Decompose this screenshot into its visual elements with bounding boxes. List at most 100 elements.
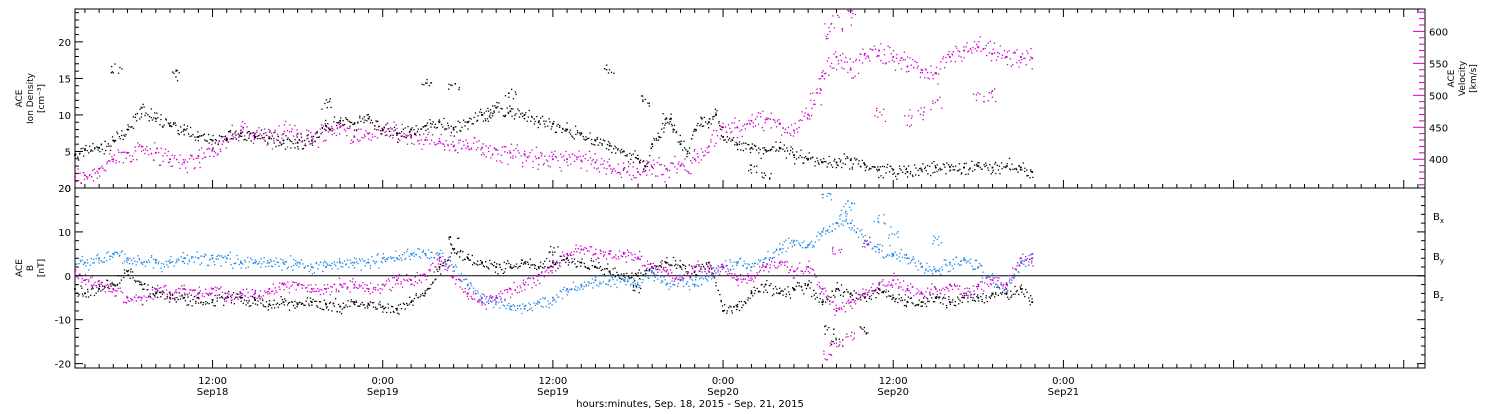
density-series-dot [492,113,493,114]
density-series-dot [133,128,134,129]
velocity-series-dot [884,49,885,50]
field-series-bx-dot [785,296,786,297]
field-series-bx-dot [440,264,441,265]
velocity-series-dot [100,167,101,168]
velocity-series-dot [547,161,548,162]
field-series-bx-dot [523,264,524,265]
velocity-series-dot [160,165,161,166]
velocity-series-dot [821,72,822,73]
field-series-bz-dot [427,276,428,277]
velocity-series-dot [1021,59,1022,60]
density-series-dot [594,144,595,145]
field-series-by-dot [160,268,161,269]
velocity-series-point [609,165,611,167]
density-series-dot [836,167,837,168]
field-series-bz-dot [624,252,625,253]
field-series-by-dot [895,251,896,252]
field-series-bz-dot [287,281,288,282]
field-series-bx-dot [659,265,660,266]
density-series-dot [564,130,565,131]
velocity-series-dot [150,148,151,149]
density-series-dot [958,170,959,171]
field-series-by-dot [729,259,730,260]
field-series-by-dot [546,306,547,307]
field-series-bz-dot [187,294,188,295]
velocity-series-dot [287,146,288,147]
field-series-bz-dot [247,297,248,298]
field-series-by-dot [192,256,193,257]
velocity-series-dot [220,151,221,152]
density-series-dot [927,165,928,166]
field-series-bx-dot [594,265,595,266]
density-series-dot [82,148,83,149]
density-series-dot [972,170,973,171]
density-series-dot [611,152,612,153]
velocity-series-dot [734,122,735,123]
field-series-bx-dot [847,291,848,292]
field-series-bx-dot [946,307,947,308]
density-series-dot [925,170,926,171]
field-series-by-dot [875,246,876,247]
velocity-series-dot [169,161,170,162]
field-series-by-dot [295,260,296,261]
velocity-series-dot [587,160,588,161]
field-series-by-dot [446,264,447,265]
density-series-dot [682,149,683,150]
field-series-bz-dot [407,281,408,282]
density-series-dot [615,147,616,148]
field-series-by-dot [142,264,143,265]
field-series-by-dot [806,247,807,248]
velocity-series-dot [874,46,875,47]
field-series-by-dot [387,259,388,260]
field-series-bz-point [595,253,597,255]
field-series-bz-dot [462,289,463,290]
field-series-bz-dot [263,295,264,296]
field-series-bz-point [481,301,483,303]
field-series-bz-dot [575,245,576,246]
field-series-bz-dot [248,292,249,293]
density-series-dot [531,116,532,117]
velocity-series-dot [817,92,818,93]
density-series-dot [285,135,286,136]
density-series-dot [261,129,262,130]
velocity-series-point [637,171,639,173]
field-series-bx-dot [277,303,278,304]
field-series-bz-dot [272,291,273,292]
field-series-bx-dot [1010,291,1011,292]
field-series-bz-dot [622,256,623,257]
field-series-bz-point [864,292,866,294]
field-series-bx-dot [1030,295,1031,296]
field-series-by-dot [312,273,313,274]
field-series-bz-dot [456,279,457,280]
density-series-dot [780,142,781,143]
field-series-bx-dot [510,264,511,265]
field-series-bx-dot [420,294,421,295]
field-series-bx-dot [195,301,196,302]
density-series-outlier [175,71,176,72]
field-series-bx-dot [843,296,844,297]
field-series-bx-dot [597,267,598,268]
field-series-bz-dot [88,279,89,280]
density-series-dot [242,132,243,133]
velocity-series-dot [259,133,260,134]
field-series-bz-dot [547,267,548,268]
field-series-bz-dot [473,291,474,292]
density-series-outlier [611,72,612,73]
field-series-bx-dot [289,310,290,311]
field-series-bx-dot [902,300,903,301]
field-series-bx-dot [459,256,460,257]
field-series-by-dot [354,257,355,258]
density-series-dot [309,143,310,144]
field-series-bx-dot [751,290,752,291]
field-series-bz-dot [312,291,313,292]
field-series-bx-dot [936,296,937,297]
field-series-by-dot [645,274,646,275]
density-series-outlier [111,66,112,67]
density-series-dot [728,139,729,140]
density-series-dot [570,133,571,134]
velocity-series-dot [244,123,245,124]
field-series-by-dot [529,309,530,310]
field-series-by-dot [217,254,218,255]
field-series-by-dot [629,278,630,279]
field-series-bz-dot [364,291,365,292]
